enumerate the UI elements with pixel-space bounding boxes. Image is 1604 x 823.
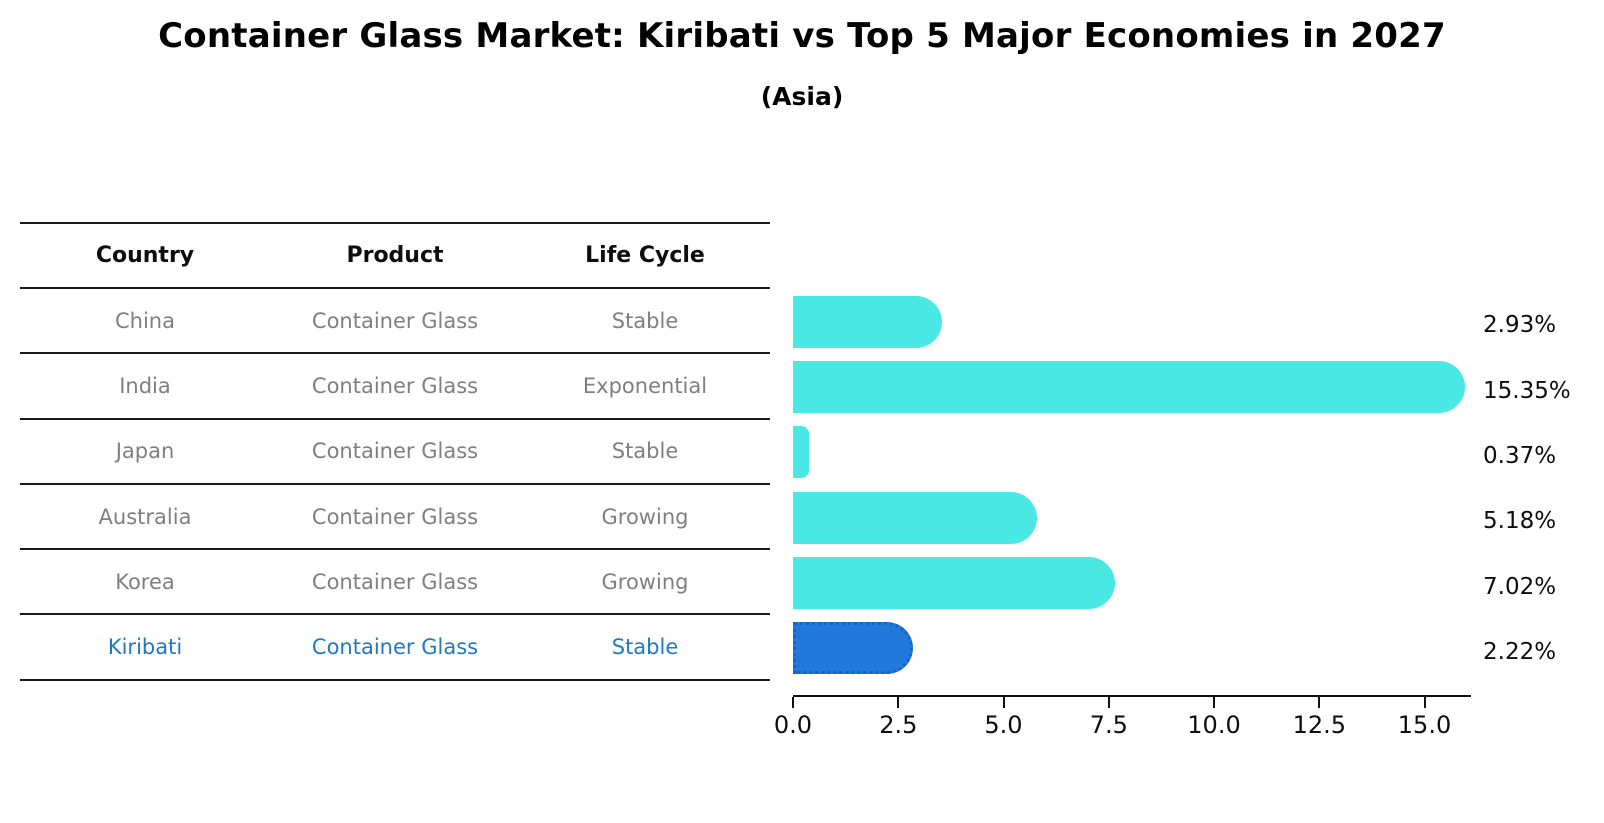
table-row-japan: Japan Container Glass Stable	[20, 420, 770, 485]
bar-china	[793, 295, 943, 348]
chart-title: Container Glass Market: Kiribati vs Top …	[158, 16, 1446, 56]
cell-country: Australia	[98, 504, 192, 529]
bar-row-korea	[793, 550, 1471, 615]
cell-country: Kiribati	[107, 635, 183, 660]
col-header-product: Product	[346, 243, 444, 268]
cell-product: Container Glass	[311, 504, 479, 529]
x-axis-line	[793, 695, 1471, 697]
cell-product: Container Glass	[311, 373, 479, 398]
x-tick-mark	[1002, 697, 1005, 708]
bar-japan	[793, 426, 809, 479]
bar-plot-area	[793, 289, 1471, 681]
table-body: China Container Glass Stable India Container…	[20, 289, 770, 681]
bar-australia	[793, 491, 1038, 544]
x-tick-label: 0.0	[773, 711, 813, 739]
x-tick-label: 2.5	[879, 711, 918, 739]
cell-life-cycle: Growing	[601, 569, 689, 594]
bar-kiribati	[793, 622, 913, 675]
col-header-life-cycle: Life Cycle	[585, 243, 705, 268]
col-header-country: Country	[95, 243, 195, 268]
cell-product: Container Glass	[311, 569, 479, 594]
table-header-row: Country Product Life Cycle	[20, 222, 770, 289]
table-row-kiribati: Kiribati Container Glass Stable	[20, 615, 770, 681]
x-tick-mark	[1423, 697, 1426, 708]
table-row-china: China Container Glass Stable	[20, 289, 770, 355]
cell-life-cycle: Exponential	[582, 373, 708, 398]
x-tick-label: 7.5	[1089, 711, 1128, 739]
x-tick-mark	[1107, 697, 1110, 708]
bar-korea	[793, 556, 1115, 609]
cell-product: Container Glass	[311, 308, 479, 333]
cell-country: Japan	[115, 439, 175, 464]
cell-product: Container Glass	[311, 439, 479, 464]
x-tick-label: 12.5	[1292, 711, 1347, 739]
x-tick-mark	[897, 697, 900, 708]
cell-life-cycle: Stable	[611, 308, 679, 333]
chart-subtitle: (Asia)	[760, 82, 844, 111]
bar-india	[793, 360, 1466, 413]
x-tick-label: 5.0	[984, 711, 1023, 739]
bar-value-label-korea: 7.02%	[1483, 573, 1557, 600]
bar-row-australia	[793, 485, 1471, 550]
bar-row-india	[793, 354, 1471, 419]
bar-value-label-kiribati: 2.22%	[1483, 638, 1557, 665]
table-row-korea: Korea Container Glass Growing	[20, 550, 770, 616]
bar-row-kiribati	[793, 616, 1471, 681]
table-row-australia: Australia Container Glass Growing	[20, 485, 770, 551]
cell-product: Container Glass	[311, 635, 479, 660]
cell-country: Korea	[115, 569, 175, 594]
cell-country: China	[115, 308, 175, 333]
cell-life-cycle: Stable	[611, 439, 679, 464]
bar-value-label-china: 2.93%	[1483, 312, 1557, 339]
table-row-india: India Container Glass Exponential	[20, 354, 770, 420]
cell-country: India	[119, 373, 171, 398]
cell-life-cycle: Stable	[611, 635, 679, 660]
x-tick-label: 15.0	[1397, 711, 1452, 739]
x-tick-mark	[792, 697, 794, 708]
bar-row-china	[793, 289, 1471, 354]
bar-value-label-india: 15.35%	[1483, 377, 1571, 404]
bar-value-label-japan: 0.37%	[1483, 442, 1557, 469]
x-tick-label: 10.0	[1187, 711, 1241, 739]
x-tick-mark	[1318, 697, 1321, 708]
bar-value-label-australia: 5.18%	[1483, 508, 1557, 535]
bar-row-japan	[793, 420, 1471, 485]
cell-life-cycle: Growing	[601, 504, 689, 529]
x-tick-mark	[1213, 697, 1215, 708]
country-table: Country Product Life Cycle China Containe…	[20, 222, 770, 681]
